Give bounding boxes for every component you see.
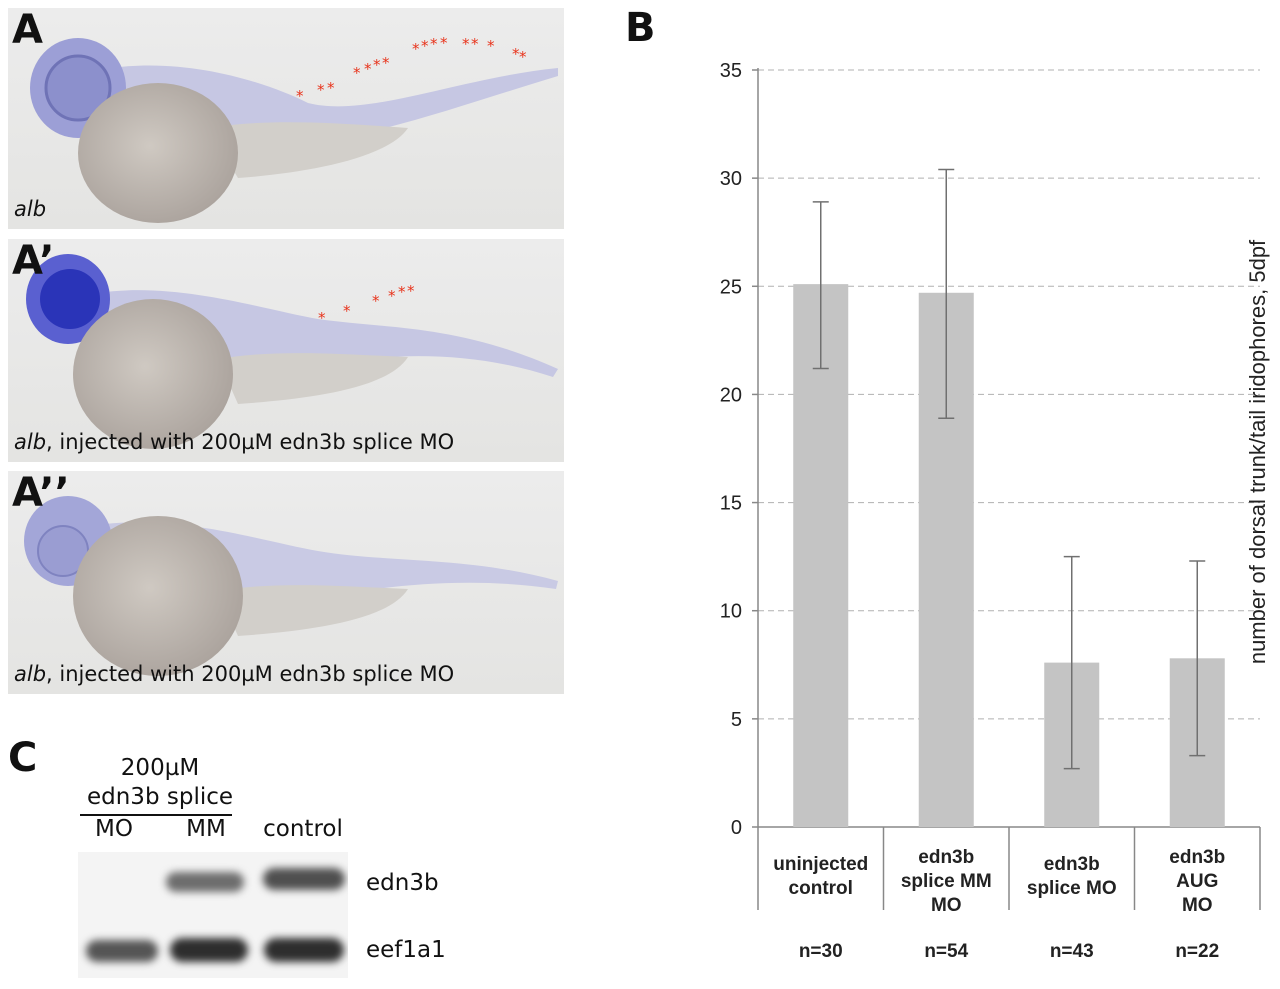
gel-band-eef1a1-mo	[86, 940, 158, 962]
iridophore-marker: *	[317, 81, 325, 99]
iridophore-marker: *	[512, 45, 520, 63]
iridophore-marker: *	[412, 40, 420, 58]
iridophore-marker: *	[421, 37, 429, 55]
caption-a-prime-rest: , injected with 200µM edn3b splice MO	[46, 430, 455, 454]
iridophore-markers: * * ** * * ** * * * * * * * ** ** * * *	[296, 34, 527, 327]
gel-band-label-eef1a1: eef1a1	[366, 937, 446, 963]
panel-label-a: A	[12, 8, 43, 53]
y-tick-label: 10	[720, 601, 742, 623]
y-axis-label: number of dorsal trunk/tail iridophores,…	[1245, 239, 1270, 664]
caption-a-double-prime-gene: alb	[14, 662, 47, 686]
n-label: n=54	[924, 941, 968, 962]
gel-lane-mo: MO	[95, 816, 133, 842]
caption-a-double-prime-rest: , injected with 200µM edn3b splice MO	[46, 662, 455, 686]
category-label: control	[789, 878, 853, 899]
caption-a-prime-gene: alb	[14, 430, 47, 454]
caption-a: alb	[14, 197, 46, 221]
iridophore-marker: *	[296, 87, 304, 105]
gel-band-label-edn3b: edn3b	[366, 870, 439, 896]
category-label: uninjected	[773, 854, 868, 875]
n-label: n=30	[799, 941, 843, 962]
iridophore-marker: *	[398, 283, 406, 301]
gel-band-eef1a1-mm	[170, 938, 248, 962]
n-label: n=22	[1175, 941, 1219, 962]
y-tick-labels: 0 5 10 15 20 25 30 35	[720, 60, 742, 839]
bars	[793, 284, 1225, 827]
gel-lane-mm: MM	[186, 816, 226, 842]
caption-a-double-prime: alb, injected with 200µM edn3b splice MO	[14, 662, 454, 686]
error-bars	[812, 168, 1206, 770]
y-tick-label: 30	[720, 168, 742, 190]
y-tick-label: 20	[720, 384, 742, 406]
panel-label-a-double-prime: A’’	[12, 471, 70, 516]
y-tick-label: 5	[731, 709, 742, 731]
y-tick-label: 35	[720, 60, 742, 82]
iridophore-marker: *	[430, 35, 438, 53]
y-tick-label: 15	[720, 493, 742, 515]
gel-image	[78, 852, 348, 978]
caption-a-prime: alb, injected with 200µM edn3b splice MO	[14, 430, 454, 454]
gel-header-underline	[80, 814, 232, 816]
panel-label-c: C	[8, 735, 38, 781]
iridophore-marker: *	[440, 34, 448, 52]
iridophore-marker: *	[327, 79, 335, 97]
embryo-drawing-a-prime	[26, 254, 558, 449]
category-labels: uninjected control edn3b splice MM MO edn3b sp…	[773, 847, 1225, 916]
category-label: edn3b	[1169, 847, 1225, 868]
iridophore-marker: *	[519, 48, 527, 66]
iridophore-marker: *	[364, 60, 372, 78]
iridophore-marker: *	[373, 56, 381, 74]
y-tick-label: 0	[731, 817, 742, 839]
gel-lane-control: control	[263, 816, 343, 842]
panel-label-a-prime: A’	[12, 239, 55, 284]
category-label: MO	[1182, 895, 1213, 916]
category-label: edn3b	[918, 847, 974, 868]
embryo-drawing-a-double-prime	[24, 496, 558, 676]
caption-a-gene: alb	[14, 197, 47, 221]
iridophore-marker: *	[388, 287, 396, 305]
iridophore-marker: *	[462, 35, 470, 53]
y-tick-label: 25	[720, 276, 742, 298]
category-label: splice MO	[1027, 878, 1117, 899]
gel-band-edn3b-mm	[166, 872, 244, 892]
category-label: edn3b	[1044, 854, 1100, 875]
panel-label-b: B	[625, 5, 656, 51]
iridophore-marker: *	[407, 282, 415, 300]
n-labels: n=30 n=54 n=43 n=22	[799, 941, 1219, 962]
gel-band-eef1a1-control	[264, 938, 344, 962]
gel-header-line2: edn3b splice	[86, 784, 234, 810]
category-label: AUG	[1176, 871, 1218, 892]
iridophore-marker: *	[318, 309, 326, 327]
iridophore-marker: *	[487, 37, 495, 55]
bar-chart: 0 5 10 15 20 25 30 35 uninjected control edn3b spl…	[720, 60, 1270, 962]
iridophore-marker: *	[471, 35, 479, 53]
embryo-image-a-double-prime: A’’ alb, injected with 200µM edn3b splic…	[8, 471, 564, 694]
embryo-image-a-prime: A’ alb, injected with 200µM edn3b splice…	[8, 239, 564, 462]
embryo-image-a: A alb	[8, 8, 564, 229]
iridophore-marker: *	[343, 302, 351, 320]
gel-band-edn3b-control	[263, 868, 345, 890]
iridophore-marker: *	[372, 292, 380, 310]
category-label: splice MM	[901, 871, 992, 892]
n-label: n=43	[1050, 941, 1094, 962]
iridophore-marker: *	[382, 54, 390, 72]
category-label: MO	[931, 895, 962, 916]
iridophore-marker: *	[353, 64, 361, 82]
bar	[793, 284, 849, 827]
gel-header-line1: 200µM	[120, 755, 200, 781]
embryo-drawing-a	[30, 38, 558, 223]
